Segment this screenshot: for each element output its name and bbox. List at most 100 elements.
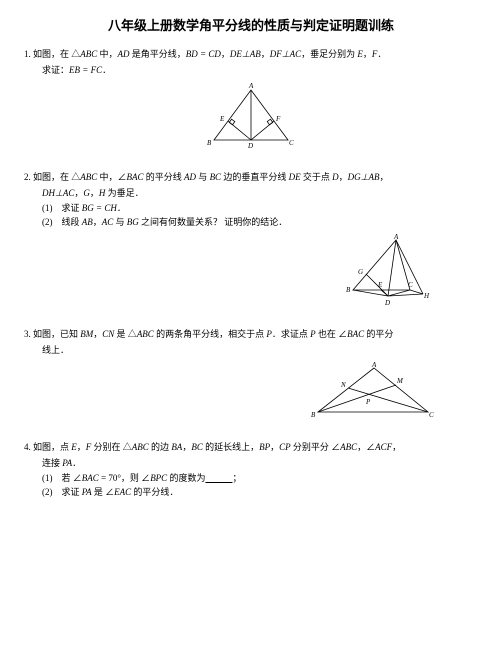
p4-line2: 连接 PA． xyxy=(24,456,478,470)
p1-prove: 求证：EB = FC． xyxy=(24,63,478,77)
p1-prove-label: 求证： xyxy=(42,65,69,75)
p1-ad: AD xyxy=(118,49,130,59)
p2-t5: 边的垂直平分线 xyxy=(221,172,289,182)
p2-q2a: (2) 线段 xyxy=(42,217,82,227)
p1-t5: ， xyxy=(261,49,270,59)
p1-abc: ABC xyxy=(80,49,97,59)
p3-bm: BM xyxy=(80,329,93,339)
p2-dhac: DH⊥AC xyxy=(42,188,74,198)
p3-abc: ABC xyxy=(137,329,154,339)
p4-t5: ， xyxy=(182,442,191,452)
p1-ebfc: EB = FC xyxy=(69,65,102,75)
p4-q2c: 的平分线． xyxy=(131,487,178,497)
p4-eac: EAC xyxy=(114,487,131,497)
p4-abcang: ABC xyxy=(340,442,357,452)
p3-line2: 线上． xyxy=(24,343,478,357)
p4-l2b: ． xyxy=(72,458,81,468)
p2-lbl-g: G xyxy=(358,268,363,276)
p4-bp: BP xyxy=(259,442,270,452)
p2-ac: AC xyxy=(102,217,114,227)
p3-lbl-c: C xyxy=(429,411,434,419)
p4-t6: 的延长线上， xyxy=(203,442,259,452)
p2-bgch: BG = CH xyxy=(82,203,117,213)
p1-t2: 中， xyxy=(97,49,117,59)
p3-t4: 的两条角平分线，相交于点 xyxy=(154,329,267,339)
p2-q1: (1) 求证 BG = CH． xyxy=(24,201,478,215)
p1-t1: 1. 如图，在 △ xyxy=(24,49,80,59)
p2-l2b: ， xyxy=(90,188,99,198)
p2-dgab: DG⊥AB xyxy=(348,172,380,182)
p1-lbl-e: E xyxy=(219,115,225,123)
p2-lbl-e: E xyxy=(377,281,383,289)
p4-q2a: (2) 求证 xyxy=(42,487,82,497)
problem-4: 4. 如图，点 E，F 分别在 △ABC 的边 BA，BC 的延长线上，BP，C… xyxy=(24,440,478,500)
p2-l2a: ， xyxy=(74,188,83,198)
p1-lbl-b: B xyxy=(207,139,212,147)
p2-bac: BAC xyxy=(127,172,144,182)
p2-t3: 的平分线 xyxy=(144,172,185,182)
p4-abc: ABC xyxy=(132,442,149,452)
p4-q2b: 是 ∠ xyxy=(92,487,115,497)
p2-ad: AD xyxy=(184,172,196,182)
p4-t9: ，∠ xyxy=(357,442,375,452)
p3-t6: 也在 ∠ xyxy=(316,329,348,339)
p2-t4: 与 xyxy=(196,172,210,182)
p1-t6: ，垂足分别为 xyxy=(301,49,357,59)
p3-lbl-m: M xyxy=(396,377,404,385)
p2-t7: ， xyxy=(339,172,348,182)
p2-bc: BC xyxy=(210,172,222,182)
problem-3: 3. 如图，已知 BM，CN 是 △ABC 的两条角平分线，相交于点 P．求证点… xyxy=(24,327,478,426)
p1-bdcd: BD = CD xyxy=(186,49,221,59)
p4-pa: PA xyxy=(62,458,72,468)
p4-q1: (1) 若 ∠BAC = 70°，则 ∠BPC 的度数为 ； xyxy=(24,471,478,485)
p4-t3: 分别在 △ xyxy=(91,442,132,452)
p2-abc: ABC xyxy=(80,172,97,182)
p4-q1d: ； xyxy=(232,473,241,483)
p2-q2c: 与 xyxy=(113,217,127,227)
p3-lbl-n: N xyxy=(340,381,346,389)
p4-l2a: 连接 xyxy=(42,458,62,468)
p4-bac: BAC xyxy=(82,473,99,483)
p2-text: 2. 如图，在 △ABC 中，∠BAC 的平分线 AD 与 BC 边的垂直平分线… xyxy=(24,170,478,184)
p2-q1b: ． xyxy=(117,203,126,213)
p1-lbl-c: C xyxy=(289,139,294,147)
problem-1: 1. 如图，在 △ABC 中，AD 是角平分线，BD = CD，DE⊥AB，DF… xyxy=(24,47,478,156)
p4-t10: ， xyxy=(392,442,401,452)
p2-q1a: (1) 求证 xyxy=(42,203,82,213)
p2-l2c: 为垂足． xyxy=(105,188,143,198)
p3-lbl-p: P xyxy=(365,398,371,406)
p4-acf: ACF xyxy=(375,442,392,452)
p3-figure: A B C M N P xyxy=(24,362,478,426)
p4-bpc: BPC xyxy=(150,473,167,483)
p2-t1: 2. 如图，在 △ xyxy=(24,172,80,182)
p1-figure: A B C D E F xyxy=(24,82,478,156)
p4-q1a: (1) 若 ∠ xyxy=(42,473,82,483)
p1-text: 1. 如图，在 △ABC 中，AD 是角平分线，BD = CD，DE⊥AB，DF… xyxy=(24,47,478,61)
p1-t8: ． xyxy=(377,49,386,59)
p2-de: DE xyxy=(289,172,301,182)
p3-text: 3. 如图，已知 BM，CN 是 △ABC 的两条角平分线，相交于点 P．求证点… xyxy=(24,327,478,341)
p4-t2: ， xyxy=(77,442,86,452)
p3-lbl-b: B xyxy=(311,411,316,419)
p2-lbl-h: H xyxy=(423,292,430,300)
p4-t7: ， xyxy=(270,442,279,452)
p3-t7: 的平分 xyxy=(364,329,393,339)
p2-lbl-b: B xyxy=(346,286,351,294)
p2-q2d: 之间有何数量关系？ 证明你的结论． xyxy=(139,217,288,227)
p4-text: 4. 如图，点 E，F 分别在 △ABC 的边 BA，BC 的延长线上，BP，C… xyxy=(24,440,478,454)
p4-ba: BA xyxy=(171,442,182,452)
p2-lbl-c: C xyxy=(408,281,413,289)
p3-t5: ．求证点 xyxy=(272,329,310,339)
p3-t1: 3. 如图，已知 xyxy=(24,329,80,339)
p4-q1b: = 70°，则 ∠ xyxy=(99,473,150,483)
p3-lbl-a: A xyxy=(371,362,377,369)
p4-paq: PA xyxy=(82,487,92,497)
p1-period: ． xyxy=(102,65,111,75)
p2-t2: 中，∠ xyxy=(97,172,126,182)
p3-t2: ， xyxy=(93,329,102,339)
p2-q2b: ， xyxy=(93,217,102,227)
problem-2: 2. 如图，在 △ABC 中，∠BAC 的平分线 AD 与 BC 边的垂直平分线… xyxy=(24,170,478,313)
p4-blank xyxy=(205,473,232,483)
p4-bcx: BC xyxy=(191,442,203,452)
p2-ab: AB xyxy=(82,217,93,227)
